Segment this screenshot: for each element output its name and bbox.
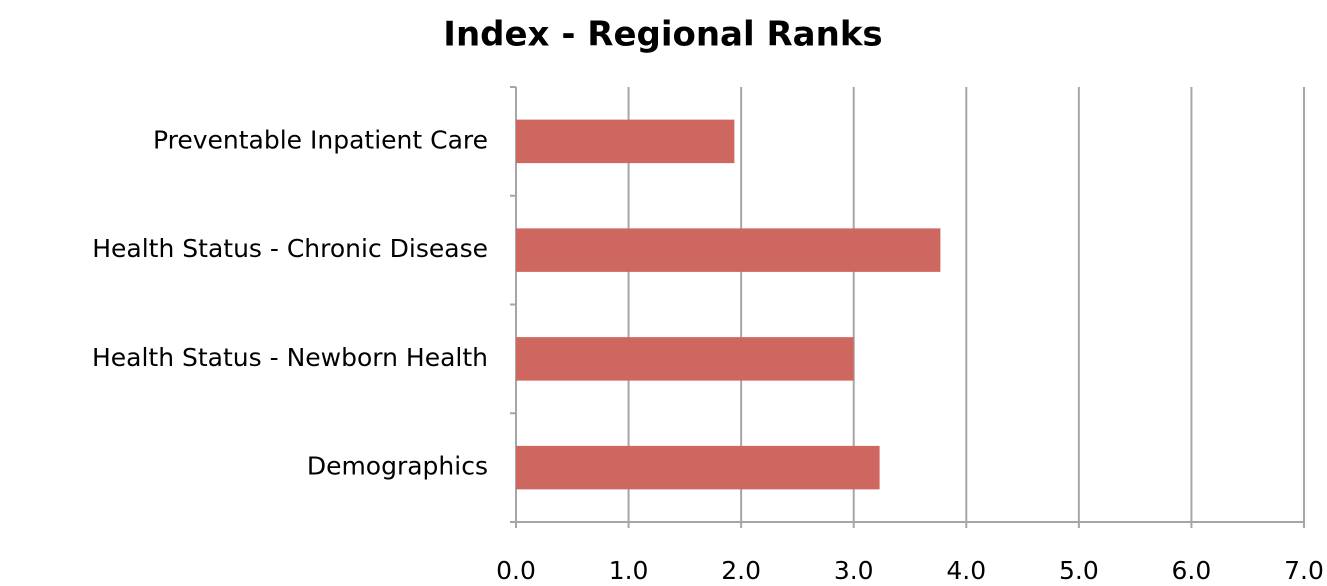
y-tick-label: Health Status - Chronic Disease	[92, 234, 488, 263]
x-tick-label: 7.0	[1284, 556, 1324, 585]
bar	[516, 445, 880, 490]
x-tick-label: 3.0	[834, 556, 874, 585]
x-tick-label: 6.0	[1172, 556, 1212, 585]
bar	[516, 119, 735, 164]
chart-title: Index - Regional Ranks	[443, 15, 882, 55]
x-tick-label: 2.0	[721, 556, 761, 585]
x-tick-label: 1.0	[609, 556, 649, 585]
bar	[516, 337, 854, 381]
bar	[516, 228, 941, 272]
y-tick-label: Health Status - Newborn Health	[92, 343, 488, 372]
x-tick-label: 0.0	[496, 556, 536, 585]
x-tick-label: 5.0	[1059, 556, 1099, 585]
y-tick-label: Preventable Inpatient Care	[153, 125, 488, 154]
x-tick-label: 4.0	[946, 556, 986, 585]
y-tick-label: Demographics	[307, 452, 488, 481]
